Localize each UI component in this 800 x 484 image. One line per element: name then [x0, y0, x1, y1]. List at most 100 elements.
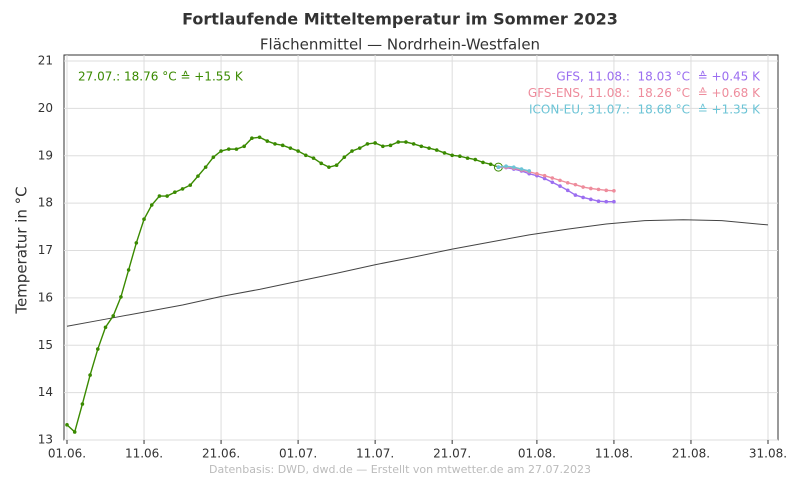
data-point	[527, 169, 531, 173]
data-point	[296, 149, 300, 153]
data-point	[96, 347, 100, 351]
data-point	[404, 140, 408, 144]
data-point	[111, 314, 116, 318]
data-point	[550, 176, 555, 180]
x-tick-label: 11.08.	[595, 447, 633, 461]
x-tick-label: 01.08.	[518, 447, 556, 461]
data-point	[396, 140, 401, 144]
data-point	[596, 199, 601, 204]
data-point	[149, 203, 154, 207]
data-point	[604, 188, 609, 193]
y-tick-label: 15	[38, 338, 53, 352]
data-point	[458, 154, 462, 159]
footer: Datenbasis: DWD, dwd.de — Erstellt von m…	[209, 463, 591, 476]
data-point	[373, 141, 377, 145]
data-point	[450, 153, 454, 158]
y-tick-label: 17	[38, 243, 53, 257]
data-point	[203, 165, 208, 169]
x-tick-label: 31.08.	[749, 447, 787, 461]
y-tick-label: 21	[38, 54, 53, 68]
data-point	[350, 149, 354, 153]
x-tick-label: 21.07.	[433, 447, 471, 461]
data-point	[311, 156, 316, 160]
data-point	[604, 199, 609, 204]
data-point	[234, 147, 239, 151]
data-point	[388, 143, 393, 148]
data-point	[65, 423, 69, 427]
data-point	[596, 187, 601, 192]
data-point	[612, 199, 616, 204]
data-point	[542, 176, 547, 181]
data-point	[419, 144, 424, 149]
data-point	[165, 194, 169, 198]
data-point	[357, 146, 362, 150]
data-point	[80, 402, 85, 406]
data-point	[481, 160, 485, 165]
x-tick-label: 01.07.	[279, 447, 317, 461]
y-tick-label: 13	[38, 433, 53, 447]
y-tick-label: 16	[38, 290, 53, 304]
data-point	[488, 162, 493, 167]
data-point	[589, 197, 593, 202]
data-point	[434, 148, 439, 152]
series-line	[498, 166, 614, 192]
data-point	[589, 186, 593, 191]
data-point	[535, 171, 539, 176]
data-point	[411, 142, 416, 146]
data-point	[519, 167, 524, 171]
data-point	[180, 187, 185, 191]
data-point	[334, 163, 339, 168]
data-point	[134, 241, 139, 245]
data-point	[581, 195, 585, 200]
x-tick-label: 11.06.	[125, 447, 163, 461]
legend-entry: ICON-EU, 31.07.: 18.68 °C ≙ +1.35 K	[529, 103, 761, 117]
data-point	[565, 180, 570, 185]
series-line	[498, 166, 614, 203]
data-point	[250, 136, 254, 141]
data-point	[157, 194, 162, 198]
x-tick-label: 21.06.	[202, 447, 240, 461]
data-point	[573, 182, 578, 187]
chart-subtitle: Flächenmittel — Nordrhein-Westfalen	[260, 36, 540, 54]
data-point	[558, 178, 562, 183]
data-point	[319, 161, 324, 166]
data-point	[280, 143, 285, 148]
data-point	[365, 142, 370, 146]
y-tick-label: 20	[38, 101, 53, 115]
y-axis-label: Temperatur in °C	[13, 186, 31, 314]
data-point	[581, 185, 585, 189]
data-point	[103, 325, 108, 330]
data-point	[196, 174, 200, 178]
data-point	[542, 173, 547, 178]
data-point	[242, 144, 246, 149]
data-point	[288, 146, 293, 150]
data-point	[550, 180, 555, 185]
data-point	[327, 165, 331, 169]
y-tick-label: 14	[38, 385, 53, 399]
data-point	[465, 156, 470, 160]
data-point	[558, 184, 562, 188]
data-point	[573, 193, 578, 197]
data-point	[173, 190, 177, 195]
y-tick-label: 18	[38, 196, 53, 210]
legend-entry: GFS-ENS, 11.08.: 18.26 °C ≙ +0.68 K	[528, 86, 761, 100]
data-point	[226, 147, 231, 151]
data-point	[126, 268, 131, 272]
data-point	[273, 142, 277, 146]
series-line	[66, 219, 769, 327]
data-point	[427, 146, 431, 150]
data-point	[72, 430, 77, 434]
data-point	[473, 157, 478, 162]
data-point	[442, 151, 447, 155]
data-point	[211, 155, 216, 159]
data-point	[219, 149, 223, 153]
data-point	[188, 183, 193, 187]
data-point	[119, 295, 123, 299]
data-point	[304, 153, 308, 158]
x-tick-label: 11.07.	[356, 447, 394, 461]
data-point	[142, 217, 146, 222]
legend-entry: 27.07.: 18.76 °C ≙ +1.55 K	[78, 70, 244, 84]
data-point	[612, 189, 616, 193]
data-point	[342, 155, 347, 159]
